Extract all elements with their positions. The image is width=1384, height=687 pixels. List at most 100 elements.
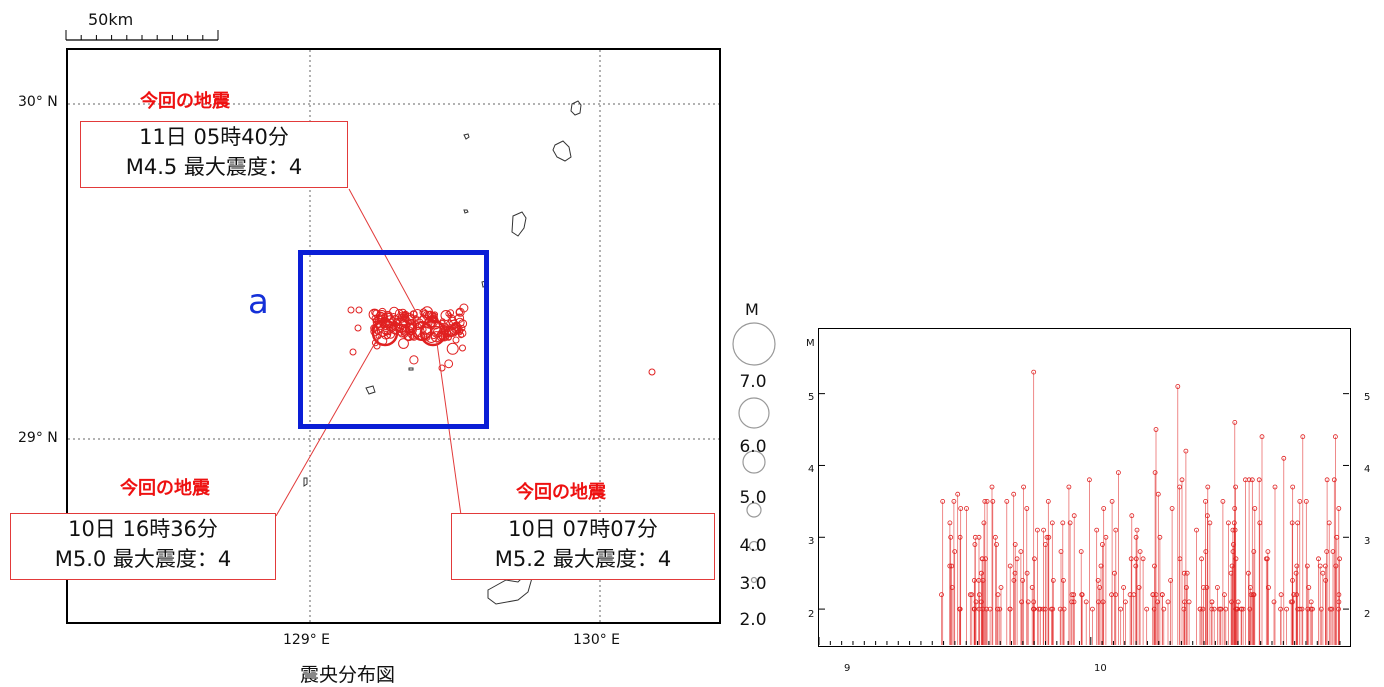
stem-point — [1266, 585, 1271, 590]
epicenter-marker — [421, 306, 434, 318]
stem-point — [1271, 599, 1277, 605]
stem-point — [1331, 477, 1337, 483]
stem-point — [1232, 420, 1238, 425]
epicenter-marker — [381, 313, 389, 321]
stem-point — [1297, 606, 1303, 612]
stem-point — [980, 577, 986, 583]
region-a-label: a — [248, 282, 269, 322]
stem-point — [1161, 606, 1167, 612]
stem-point — [979, 556, 985, 562]
epicenter-marker — [380, 329, 392, 340]
stem-point — [982, 498, 988, 504]
region-a-box — [298, 250, 489, 429]
stem-point — [1221, 592, 1227, 598]
stem-point — [1098, 563, 1104, 569]
stem-point — [1252, 506, 1258, 511]
stem-point — [1251, 549, 1257, 555]
legend-title: M — [745, 300, 759, 319]
stem-point — [1256, 477, 1262, 483]
stem-point — [1291, 592, 1297, 598]
stem-point — [1150, 592, 1156, 598]
stem-point — [1281, 455, 1287, 461]
stem-point — [955, 491, 961, 497]
epicenter-marker — [399, 324, 411, 336]
lon-label-130e: 130° E — [573, 632, 621, 648]
legend-label-4: 4.0 — [739, 536, 767, 556]
stem-point — [1327, 606, 1333, 612]
epicenter-marker — [386, 329, 396, 339]
stem-point — [1060, 520, 1066, 526]
stem-point — [972, 542, 978, 547]
stem-point — [1294, 563, 1300, 569]
stem-point — [1079, 592, 1085, 598]
stem-point — [1223, 606, 1229, 612]
annotation-banner-3: 今回の地震 — [516, 482, 606, 503]
stem-point — [1044, 534, 1050, 540]
stem-point — [1245, 570, 1251, 576]
stem-point — [1194, 527, 1199, 533]
epicenter-marker — [347, 306, 355, 314]
annotation-banner-1: 今回の地震 — [140, 91, 230, 112]
epicenter-marker — [444, 359, 454, 369]
stem-point — [997, 606, 1003, 612]
stem-point — [1071, 513, 1077, 519]
stem-point — [967, 592, 973, 598]
map-caption: 震央分布図 — [300, 664, 396, 686]
stem-point — [1018, 549, 1024, 555]
legend-circle-7 — [732, 322, 776, 366]
epicenter-marker — [648, 368, 656, 376]
ts-ytick-left-3: 3 — [808, 536, 815, 547]
stem-point — [1049, 520, 1055, 526]
stem-point — [1136, 585, 1142, 590]
stem-point — [995, 606, 1001, 612]
stem-point — [1204, 585, 1210, 590]
stem-point — [1214, 585, 1220, 590]
ts-ytick-left-2: 2 — [808, 609, 815, 620]
stem-point — [990, 498, 996, 504]
stem-point — [1031, 369, 1037, 375]
stem-point — [1333, 434, 1338, 440]
stem-point — [1205, 484, 1211, 490]
stem-point — [1157, 534, 1163, 540]
stem-point — [1089, 606, 1095, 612]
stem-point — [994, 542, 999, 547]
annotation-box-2: 10日 16時36分 M5.0 最大震度：4 — [10, 513, 276, 580]
stem-point — [1121, 585, 1127, 590]
epicenter-marker — [455, 308, 464, 316]
stem-point — [1046, 534, 1052, 540]
stem-point — [1034, 527, 1040, 533]
annotation-1-magnitude: M4.5 最大震度：4 — [125, 155, 303, 179]
stem-point — [1057, 606, 1063, 612]
annotation-3-time: 10日 07時07分 — [508, 517, 658, 541]
stem-point — [1109, 592, 1115, 598]
stem-point — [1012, 542, 1018, 547]
stem-point — [969, 592, 975, 598]
stem-point — [1235, 599, 1241, 605]
legend-circle-6 — [738, 397, 770, 429]
stem-point — [1209, 599, 1215, 605]
stem-point — [1278, 592, 1284, 598]
map-canvas — [68, 50, 719, 622]
stem-point — [939, 592, 944, 598]
epicenter-marker — [455, 317, 465, 328]
stem-point — [1250, 592, 1256, 598]
stem-point — [1242, 477, 1248, 483]
stem-point — [1234, 606, 1240, 612]
stem-point — [971, 577, 977, 583]
stem-point — [1041, 527, 1047, 533]
stem-point — [1184, 570, 1190, 576]
stem-point — [1284, 606, 1290, 612]
stem-point — [992, 534, 998, 540]
lon-label-129e: 129° E — [283, 632, 331, 648]
stem-point — [1058, 549, 1064, 555]
epicenter-marker — [455, 328, 464, 336]
legend-circles — [732, 322, 776, 584]
stem-point — [1037, 606, 1043, 612]
legend-label-5: 5.0 — [739, 488, 767, 508]
epicenter-marker — [452, 336, 460, 344]
annotation-banner-2: 今回の地震 — [120, 478, 210, 499]
epicenter-marker — [431, 316, 439, 324]
stem-point — [1204, 513, 1210, 519]
stem-point — [995, 592, 1001, 598]
stem-point — [1031, 556, 1037, 562]
